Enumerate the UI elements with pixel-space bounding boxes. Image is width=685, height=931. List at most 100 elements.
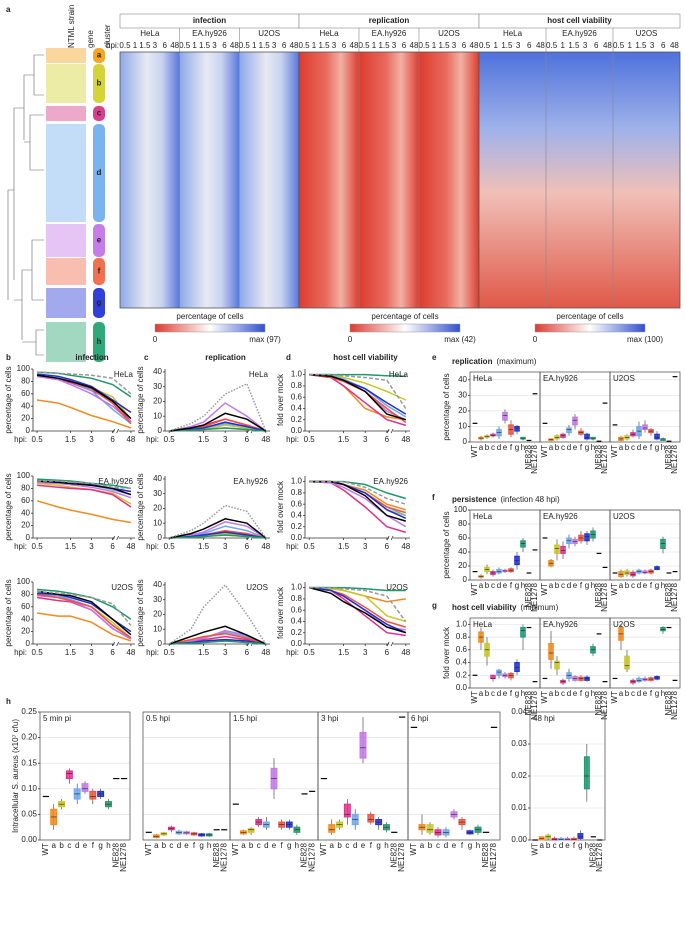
x-tick-label: 0.5 — [164, 648, 176, 657]
x-axis-label: hpi: — [146, 435, 159, 444]
hpi-tick: 48 — [470, 41, 479, 50]
category-label: WT — [540, 445, 549, 458]
series-line — [169, 640, 266, 645]
category-label: f — [510, 689, 513, 698]
x-tick-label: 0.5 — [32, 542, 44, 551]
x-tick-label: 48 — [401, 542, 410, 551]
category-label: a — [619, 581, 624, 590]
panel-label: HeLa — [473, 512, 493, 521]
cell-line-label: EA.hy926 — [562, 29, 597, 38]
y-tick-label: 40 — [153, 580, 162, 589]
category-label: a — [479, 689, 484, 698]
hpi-tick: 6 — [594, 41, 599, 50]
panel-label: U2OS — [613, 512, 635, 521]
y-tick-label: 40 — [153, 367, 162, 376]
category-label: d — [559, 841, 563, 850]
x-tick-label: 3 — [363, 648, 368, 657]
y-tick-label: 0.4 — [291, 511, 303, 520]
colorbar — [349, 323, 461, 333]
y-axis-label: percentage of cells — [442, 373, 451, 440]
y-tick-label: 0 — [463, 437, 468, 446]
x-tick-label: 6 — [110, 542, 115, 551]
axis-line — [32, 476, 135, 539]
y-tick-label: 0.2 — [291, 415, 303, 424]
category-label: NE828 — [300, 842, 309, 867]
category-label: g — [515, 443, 519, 452]
category-label: d — [497, 581, 501, 590]
y-tick-label: 100 — [17, 471, 31, 480]
panel-frame — [609, 509, 681, 581]
box — [578, 676, 584, 681]
category-label: NE1278 — [670, 582, 679, 611]
cell-line-label: EA.hy926 — [192, 29, 227, 38]
y-tick-label: 10 — [153, 624, 162, 633]
x-tick-label: 1.5 — [198, 435, 210, 444]
y-tick-label: 0.25 — [21, 707, 37, 716]
panel-letter: h — [6, 697, 11, 706]
series-line — [36, 593, 132, 639]
colorbar-max: max (42) — [444, 335, 476, 344]
category-label: g — [98, 841, 102, 850]
category-label: f — [580, 689, 583, 698]
box — [496, 669, 502, 676]
category-label: WT — [540, 583, 549, 596]
category-label: e — [184, 841, 189, 850]
category-label: f — [650, 689, 653, 698]
series-line — [36, 590, 132, 636]
hpi-tick: 1 — [561, 41, 566, 50]
category-label: d — [353, 841, 357, 850]
category-label: h — [591, 689, 595, 698]
cluster-label: b — [97, 79, 102, 88]
y-tick-label: 0.4 — [291, 617, 303, 626]
box — [520, 540, 526, 548]
y-tick-label: 0.02 — [511, 771, 527, 780]
axis-line — [304, 582, 410, 645]
series-line — [309, 480, 407, 517]
y-axis-label: percentage of cells — [4, 473, 13, 540]
box — [508, 672, 514, 679]
box — [572, 416, 578, 426]
category-label: NE1278 — [600, 690, 609, 719]
axis-break — [386, 535, 394, 541]
category-label: d — [264, 841, 268, 850]
series-line — [169, 412, 267, 432]
dendrogram — [7, 54, 44, 356]
x-tick-label: 0.5 — [32, 648, 44, 657]
cluster-pill — [93, 258, 105, 285]
y-tick-label: 0.04 — [511, 707, 527, 716]
strain-band — [46, 288, 86, 318]
category-label: f — [510, 443, 513, 452]
heatmap-block — [239, 52, 299, 308]
strain-band — [46, 124, 86, 222]
y-tick-label: 40 — [458, 547, 467, 556]
category-label: e — [573, 581, 578, 590]
category-label: NE828 — [594, 582, 603, 607]
category-label: WT — [540, 691, 549, 704]
category-label: f — [92, 841, 95, 850]
x-tick-label: 6 — [385, 542, 390, 551]
x-tick-label: 48 — [401, 648, 410, 657]
category-label: NE828 — [594, 690, 603, 715]
y-tick-label: 60 — [458, 533, 467, 542]
category-label: NE1278 — [600, 444, 609, 473]
x-tick-label: 6 — [110, 648, 115, 657]
panel-frame — [609, 371, 681, 443]
cluster-label: h — [97, 337, 102, 346]
y-tick-label: 0.6 — [456, 645, 468, 654]
x-axis-label: hpi: — [286, 435, 299, 444]
box — [520, 627, 526, 638]
hpi-tick: 3 — [516, 41, 521, 50]
category-label: e — [565, 841, 570, 850]
box — [584, 533, 590, 542]
hpi-tick: 1.5 — [318, 41, 330, 50]
category-label: a — [549, 689, 554, 698]
category-label: WT — [231, 843, 240, 856]
category-label: c — [491, 443, 495, 452]
hpi-tick: 0.5 — [613, 41, 625, 50]
y-tick-label: 40 — [21, 614, 30, 623]
hpi-tick: 48 — [290, 41, 299, 50]
assay-title: host cell viability — [547, 16, 612, 25]
box — [566, 427, 572, 434]
panel-label: 5 min pi — [43, 714, 71, 723]
box — [426, 824, 434, 833]
